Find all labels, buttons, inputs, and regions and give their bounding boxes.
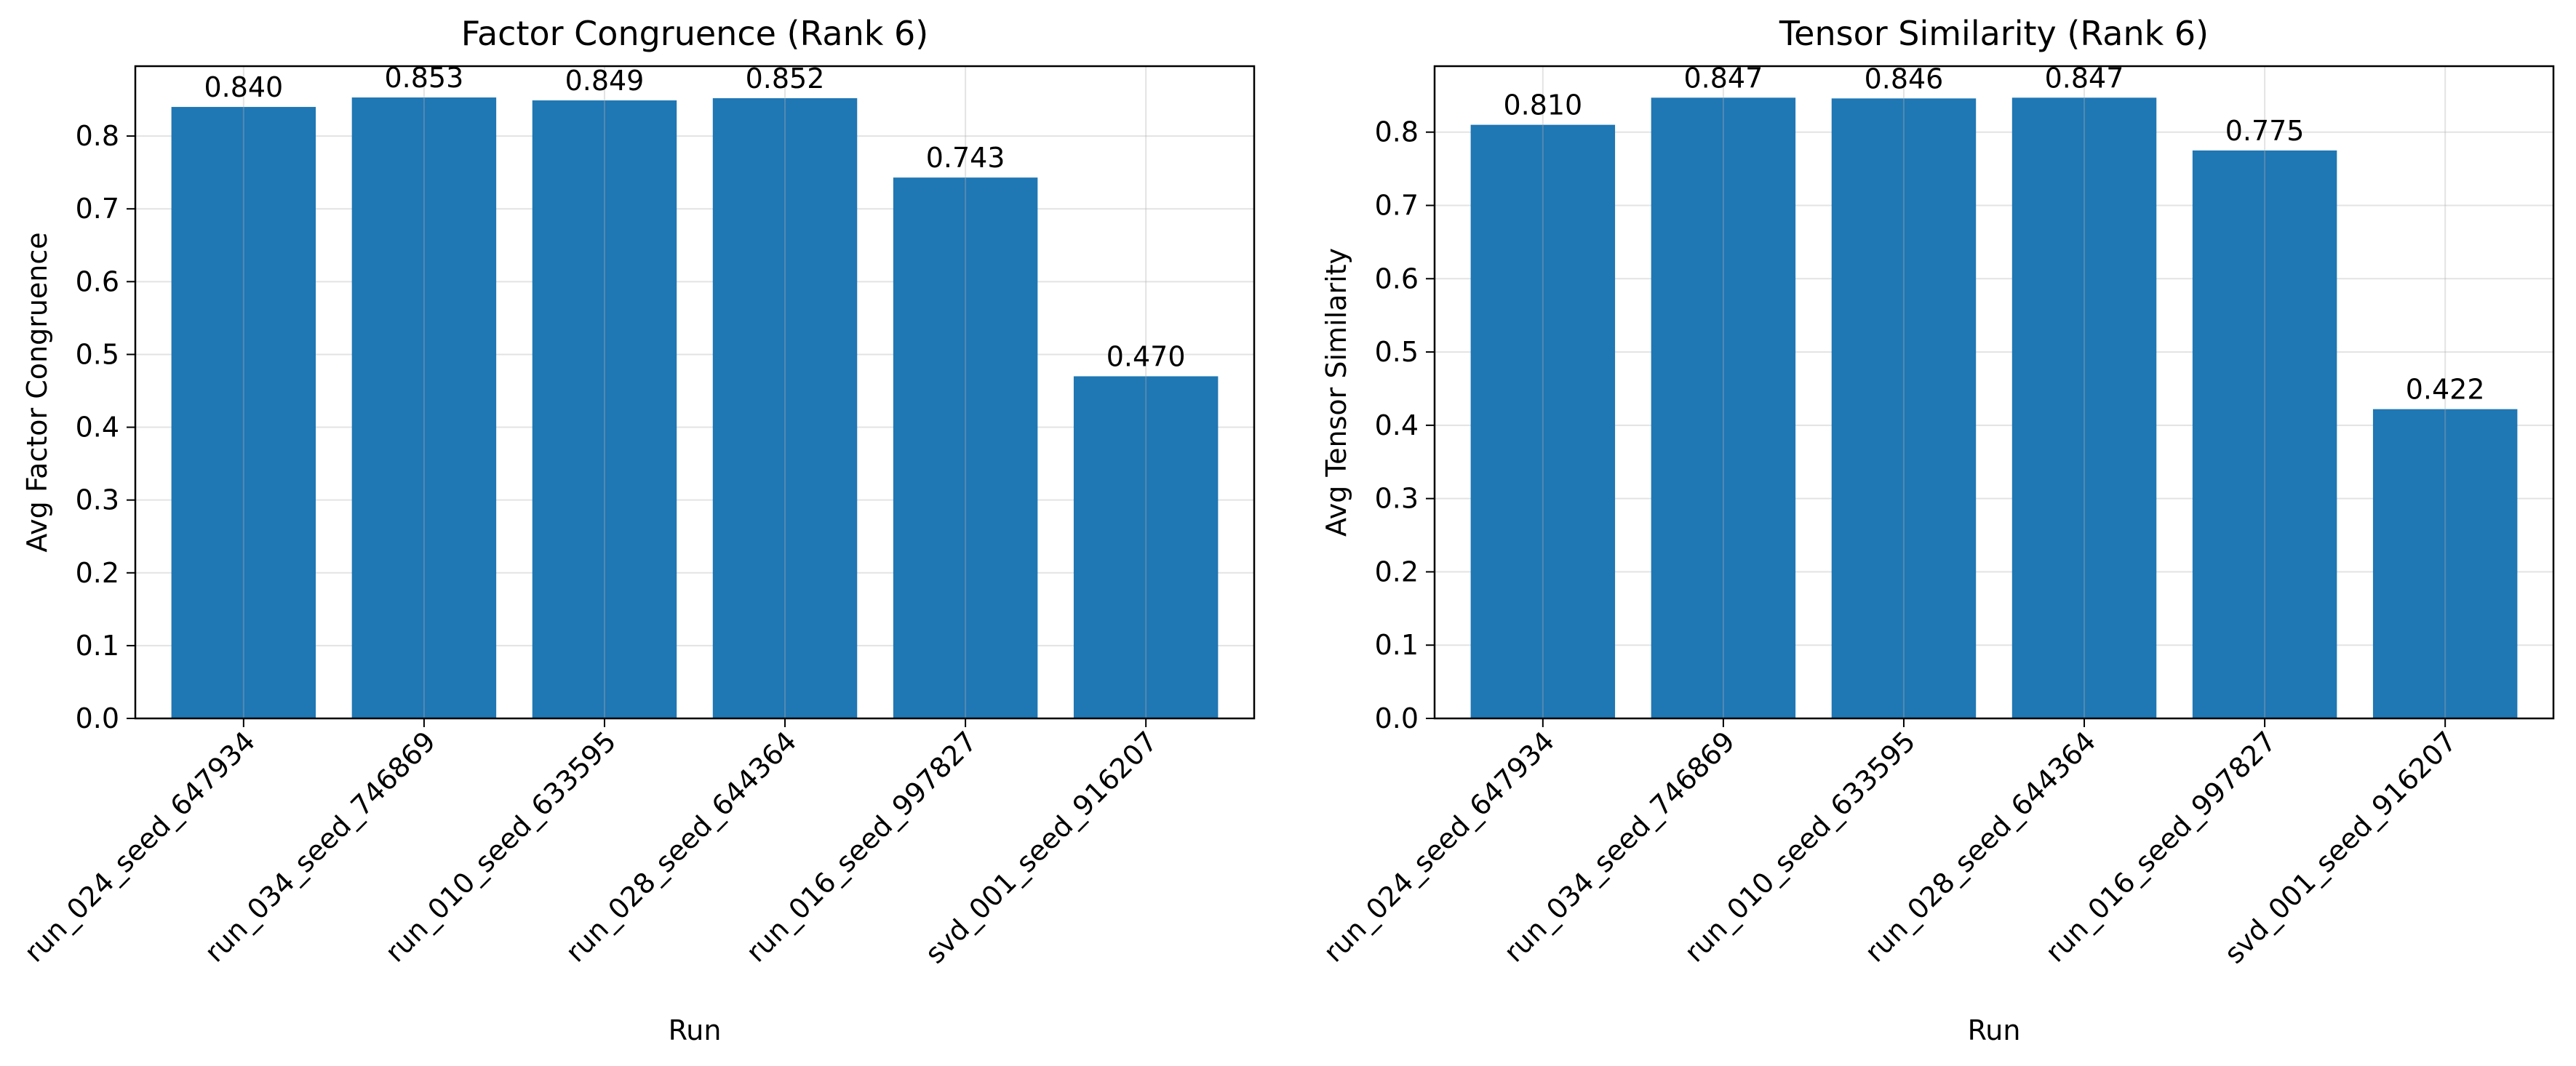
chart2-bar bbox=[2011, 97, 2157, 718]
chart1-frame bbox=[134, 65, 1256, 720]
chart1-xlabel: Run bbox=[669, 1014, 722, 1046]
chart2-value-label: 0.846 bbox=[1865, 63, 1944, 95]
chart2-value-label: 0.847 bbox=[1684, 62, 1763, 94]
chart1-ytick-label: 0.0 bbox=[76, 702, 119, 734]
chart2-value-label: 0.422 bbox=[2406, 374, 2485, 406]
chart2-ytick-label: 0.1 bbox=[1375, 629, 1419, 661]
chart1-bar bbox=[532, 100, 677, 718]
chart2-bar bbox=[1470, 124, 1616, 718]
chart1-value-label: 0.849 bbox=[565, 65, 645, 97]
chart2-ytick-label: 0.0 bbox=[1375, 702, 1419, 734]
chart1-ytick-label: 0.1 bbox=[76, 630, 119, 662]
chart2-frame bbox=[1433, 65, 2555, 720]
chart1-ytick-label: 0.7 bbox=[76, 193, 119, 225]
chart2-bar bbox=[2192, 150, 2337, 719]
chart2-bar bbox=[2372, 409, 2518, 718]
chart2-xlabel: Run bbox=[1968, 1014, 2021, 1046]
chart1-value-label: 0.743 bbox=[926, 142, 1005, 174]
chart1-ytick-label: 0.5 bbox=[76, 338, 119, 370]
chart1-ytick-label: 0.6 bbox=[76, 265, 119, 297]
chart2-ytick-label: 0.7 bbox=[1375, 189, 1419, 221]
chart1-ylabel: Avg Factor Congruence bbox=[21, 232, 53, 552]
chart1-bar bbox=[351, 97, 497, 719]
chart1-title: Factor Congruence (Rank 6) bbox=[461, 14, 929, 53]
chart2-value-label: 0.847 bbox=[2045, 62, 2124, 94]
chart2-ytick-label: 0.4 bbox=[1375, 409, 1419, 441]
chart2-value-label: 0.775 bbox=[2225, 115, 2305, 147]
chart2-ytick-label: 0.2 bbox=[1375, 556, 1419, 588]
chart2-bar bbox=[1831, 98, 1977, 718]
chart2-ylabel: Avg Tensor Similarity bbox=[1320, 248, 1352, 537]
chart1-bar bbox=[712, 98, 858, 719]
chart1-ytick-label: 0.3 bbox=[76, 484, 119, 516]
chart1-bar bbox=[1073, 376, 1219, 718]
chart1-value-label: 0.853 bbox=[385, 62, 464, 94]
chart1-value-label: 0.840 bbox=[204, 71, 283, 103]
chart2-title: Tensor Similarity (Rank 6) bbox=[1779, 14, 2209, 53]
chart2-value-label: 0.810 bbox=[1503, 89, 1582, 121]
chart1-ytick-label: 0.2 bbox=[76, 557, 119, 589]
chart2-ytick-label: 0.3 bbox=[1375, 483, 1419, 515]
chart1-ytick-label: 0.8 bbox=[76, 120, 119, 152]
chart1-bar bbox=[171, 107, 316, 718]
chart1-value-label: 0.470 bbox=[1106, 340, 1186, 372]
chart1-value-label: 0.852 bbox=[746, 63, 825, 95]
chart2-ytick-label: 0.6 bbox=[1375, 263, 1419, 294]
chart1-ytick-label: 0.4 bbox=[76, 412, 119, 444]
chart1-bar bbox=[893, 177, 1038, 718]
chart2-ytick-label: 0.5 bbox=[1375, 336, 1419, 368]
chart2-ytick-label: 0.8 bbox=[1375, 116, 1419, 148]
chart2-bar bbox=[1651, 97, 1796, 718]
